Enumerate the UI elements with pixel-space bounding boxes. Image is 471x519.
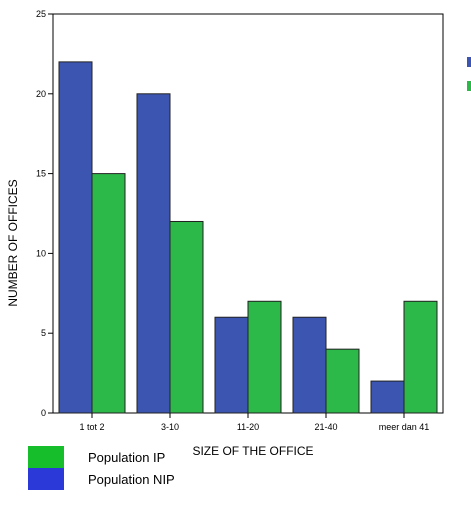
bar-ip-1 [169,220,204,414]
y-tick-label-25: 25 [36,9,46,19]
bar-ip-3 [325,348,360,414]
x-tick-label-1: 3-10 [161,422,179,432]
bar-nip-4 [370,380,405,414]
bar-nip-0 [58,61,93,414]
legend-label-population-nip: Population NIP [88,471,175,487]
bar-nip-2 [214,316,249,414]
bar-nip-1 [136,93,171,414]
x-tick-label-0: 1 tot 2 [79,422,104,432]
y-axis-label: NUMBER OF OFFICES [6,179,20,306]
x-tick-label-4: meer dan 41 [379,422,430,432]
y-tick-label-10: 10 [36,248,46,258]
legend-swatch-population-nip [28,468,64,490]
plot-area: 0 5 10 15 20 25 1 tot 2 3-10 11-20 21-40 meer dan … [36,9,471,432]
legend-marker-0 [467,57,471,67]
legend-item-population-ip: Population IP [28,446,268,468]
y-tick-label-5: 5 [41,328,46,338]
bar-ip-2 [247,300,282,414]
bar-ip-4 [403,300,438,414]
y-tick-label-15: 15 [36,169,46,179]
x-tick-label-3: 21-40 [314,422,337,432]
legend-marker-1 [467,81,471,91]
x-tick-label-2: 11-20 [237,422,259,432]
legend-swatch-population-ip [28,446,64,468]
legend-item-population-nip: Population NIP [28,468,268,490]
y-tick-label-0: 0 [41,408,46,418]
bar-nip-3 [292,316,327,414]
x-axis-label: SIZE OF THE OFFICE [192,444,313,458]
y-tick-label-20: 20 [36,89,46,99]
legend: Population IP Population NIP [28,446,268,490]
bar-ip-0 [91,173,126,414]
legend-label-population-ip: Population IP [88,449,166,465]
